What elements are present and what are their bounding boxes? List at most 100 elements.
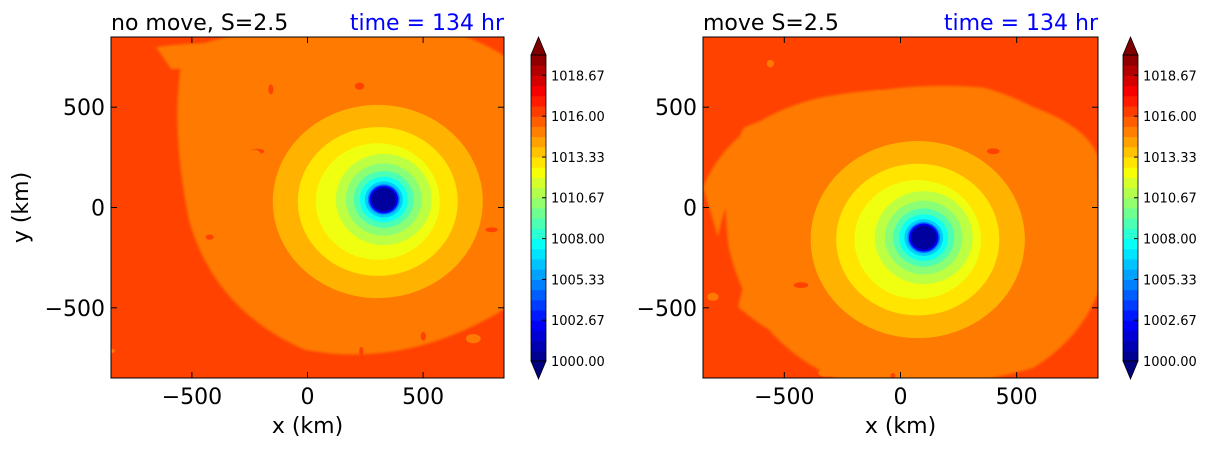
pressure-field (111, 37, 504, 378)
colorbar-tick-label: 1016.00 (551, 110, 605, 125)
colorbar-tick-label: 1005.33 (551, 273, 605, 288)
colorbar-tick-label: 1013.33 (551, 151, 605, 166)
spiral-streak (738, 287, 1088, 368)
pressure-field (703, 37, 1098, 378)
colorbar-tick-label: 1008.00 (551, 233, 605, 248)
colorbar-tick-label: 1018.67 (551, 69, 605, 84)
colorbar-level (1123, 116, 1138, 127)
colorbar-level (1123, 75, 1138, 87)
colorbar-level (531, 269, 546, 280)
colorbar-level (531, 157, 546, 168)
colorbar-tick-label: 1010.67 (1143, 192, 1197, 207)
spiral-streak (703, 89, 1098, 237)
colorbar-tick-label: 1002.67 (551, 314, 605, 329)
panel-1: −500 0 500 −500 0 500 x (km) y (km) no move, S=2… (9, 11, 605, 439)
colorbar-level (1123, 238, 1138, 250)
colorbar-extend-min (1122, 360, 1139, 381)
colorbar-level (531, 228, 546, 240)
speckles (703, 37, 1075, 378)
colorbar-level (531, 350, 546, 362)
colorbar-level (1123, 208, 1138, 219)
colorbar-level (531, 167, 546, 178)
colorbar-level (531, 197, 546, 209)
colorbar-level (1123, 65, 1138, 76)
colorbar-level (1123, 55, 1138, 66)
colorbar-level (1123, 228, 1138, 240)
y-tick-label: 500 (63, 96, 105, 121)
x-axis-label: x (km) (272, 414, 343, 439)
colorbar-tick-label: 1005.33 (1143, 273, 1197, 288)
colorbar-tick-label: 1000.00 (1143, 355, 1197, 370)
spiral-streak (156, 42, 504, 116)
x-tick-label: 0 (301, 385, 315, 410)
x-tick-label: 0 (894, 385, 908, 410)
vortex-core (272, 104, 483, 299)
colorbar-level (1123, 126, 1138, 138)
colorbar-tick-label: 1002.67 (1143, 314, 1197, 329)
colorbar-level (531, 238, 546, 250)
colorbar-level (1123, 340, 1138, 352)
y-tick-label: 0 (683, 197, 697, 222)
colorbar-level (531, 136, 546, 148)
colorbar-extend-min (530, 360, 547, 381)
panel-2: −500 0 500 −500 0 500 x (km) move S=2.5 time = 1… (637, 11, 1197, 439)
colorbar-level (1123, 218, 1138, 229)
x-tick-label: 500 (996, 385, 1038, 410)
chart-title: no move, S=2.5 (111, 11, 288, 36)
colorbar-level (531, 146, 546, 158)
colorbar-frame (1122, 54, 1139, 362)
colorbar-tick-label: 1010.67 (551, 192, 605, 207)
colorbar-level (531, 65, 546, 76)
colorbar-level (1123, 95, 1138, 107)
colorbar-level (1123, 136, 1138, 148)
colorbar-level (1123, 289, 1138, 301)
colorbar-frame (530, 54, 547, 362)
colorbar-tick-label: 1018.67 (1143, 69, 1197, 84)
colorbar-level (1123, 177, 1138, 189)
colorbar-level (531, 340, 546, 352)
colorbar-level (531, 75, 546, 87)
colorbar-level (531, 116, 546, 127)
colorbar-level (1123, 85, 1138, 97)
y-tick-label: −500 (637, 297, 697, 322)
colorbar-tick-label: 1013.33 (1143, 151, 1197, 166)
colorbar-level (1123, 157, 1138, 168)
y-tick-label: 0 (91, 197, 105, 222)
colorbar-extend-max (1122, 35, 1139, 56)
colorbar-level (1123, 320, 1138, 331)
colorbar-level (1123, 259, 1138, 270)
colorbar-level (1123, 187, 1138, 199)
colorbar-level (531, 320, 546, 331)
colorbar-level (531, 218, 546, 229)
time-label: time = 134 hr (944, 11, 1099, 36)
x-tick-label: −500 (754, 385, 814, 410)
colorbar: 1000.00 1002.67 1005.33 1008.00 1010.67 1013.… (1122, 35, 1197, 381)
colorbar-level (1123, 310, 1138, 321)
x-axis-label: x (km) (865, 414, 936, 439)
colorbar-level (531, 299, 546, 311)
colorbar-level (531, 279, 546, 291)
chart-title: move S=2.5 (703, 11, 839, 36)
colorbar-level (1123, 167, 1138, 178)
colorbar-level (1123, 248, 1138, 260)
colorbar-level (1123, 350, 1138, 362)
colorbar-level (1123, 146, 1138, 158)
colorbar-level (531, 187, 546, 199)
y-tick-label: −500 (45, 297, 105, 322)
colorbar-level (1123, 269, 1138, 280)
colorbar-extend-max (530, 35, 547, 56)
time-label: time = 134 hr (350, 11, 505, 36)
colorbar-level (1123, 106, 1138, 117)
colorbar-level (531, 259, 546, 270)
colorbar-level (531, 85, 546, 97)
colorbar-level (531, 126, 546, 138)
colorbar-level (531, 330, 546, 342)
vortex-core (810, 141, 1025, 339)
y-axis-label: y (km) (9, 172, 34, 243)
colorbar-level (1123, 330, 1138, 342)
colorbar-level (531, 55, 546, 66)
colorbar-level (531, 95, 546, 107)
y-tick-label: 500 (655, 96, 697, 121)
colorbar-level (1123, 279, 1138, 291)
